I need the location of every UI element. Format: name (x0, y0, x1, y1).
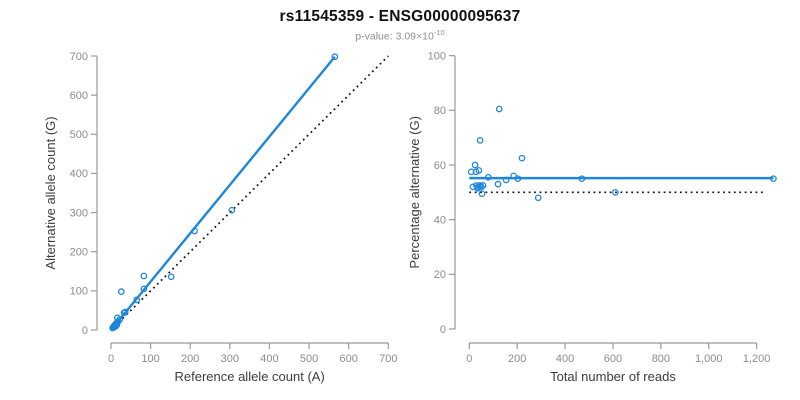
p-value-base: 10 (422, 30, 434, 43)
y-tick-label: 500 (70, 129, 88, 141)
data-point (495, 105, 503, 113)
data-point (228, 206, 236, 214)
y-tick-label: 80 (434, 105, 446, 117)
y-axis-title: Percentage alternative (G) (407, 116, 422, 268)
data-point (578, 175, 586, 183)
x-tick-label: 400 (556, 353, 574, 365)
data-point (467, 168, 475, 176)
data-point (167, 273, 175, 281)
data-point (478, 190, 486, 198)
figure-title: rs11545359 - ENSG00000095637 (279, 8, 521, 25)
right-scatter-plot: 0 20 40 60 80 100 0 200 400 600 800 1,000 1,200 Total… (407, 50, 777, 384)
data-point (476, 137, 484, 144)
figure-subtitle: p-value: 3.09×10-10 (0, 28, 800, 43)
data-point (331, 53, 339, 61)
data-point (473, 182, 480, 189)
left-scatter-plot: 0 100 200 300 400 500 600 700 0 100 200 300 400 500 60… (43, 51, 397, 384)
x-tick-label: 1,200 (743, 353, 771, 365)
fit-line (110, 56, 336, 331)
data-point (471, 161, 479, 169)
y-tick-label: 0 (440, 324, 446, 336)
x-tick-label: 700 (379, 353, 397, 365)
data-point (112, 323, 119, 330)
p-value-times: × (416, 30, 423, 43)
data-point (140, 272, 148, 280)
x-tick-label: 600 (340, 353, 358, 365)
data-point (121, 308, 129, 316)
p-value-exponent: -10 (433, 28, 445, 37)
data-point (484, 173, 492, 181)
data-point (191, 227, 198, 235)
x-tick-label: 400 (260, 353, 278, 365)
data-point (469, 183, 477, 191)
data-point (518, 154, 526, 162)
identity-line (110, 55, 389, 331)
y-tick-label: 60 (434, 160, 446, 172)
p-value-label: p-value: (355, 30, 396, 43)
y-axis-title: Alternative allele count (G) (43, 116, 58, 269)
x-tick-label: 500 (300, 353, 318, 365)
data-point (140, 285, 148, 293)
y-tick-label: 20 (434, 269, 446, 281)
x-tick-label: 600 (604, 353, 622, 365)
x-axis-title: Reference allele count (A) (174, 369, 324, 384)
y-tick-label: 40 (434, 214, 446, 226)
x-tick-label: 1,000 (695, 353, 723, 365)
y-tick-label: 200 (70, 247, 88, 259)
data-point (534, 194, 542, 202)
x-axis-title: Total number of reads (550, 369, 676, 384)
y-tick-label: 100 (428, 50, 446, 62)
x-tick-label: 200 (181, 353, 199, 365)
data-point (494, 180, 502, 188)
x-tick-label: 200 (508, 353, 526, 365)
figure-header: rs11545359 - ENSG00000095637 p-value: 3.… (0, 0, 800, 43)
y-tick-label: 100 (70, 286, 88, 298)
x-tick-label: 0 (108, 353, 114, 365)
p-value-mantissa: 3.09 (395, 30, 417, 43)
y-tick-label: 600 (70, 90, 88, 102)
data-point (117, 288, 125, 295)
x-tick-label: 0 (466, 353, 472, 365)
data-point (133, 296, 141, 304)
y-tick-label: 300 (70, 207, 88, 219)
data-point (612, 188, 619, 196)
y-tick-label: 700 (70, 51, 88, 63)
data-point (770, 175, 777, 183)
data-point (113, 321, 121, 329)
y-tick-label: 400 (70, 168, 88, 180)
x-tick-label: 100 (141, 353, 159, 365)
data-point (510, 172, 517, 180)
data-point (502, 176, 510, 184)
y-tick-label: 0 (82, 325, 88, 337)
x-tick-label: 800 (652, 353, 670, 365)
x-tick-label: 300 (221, 353, 239, 365)
